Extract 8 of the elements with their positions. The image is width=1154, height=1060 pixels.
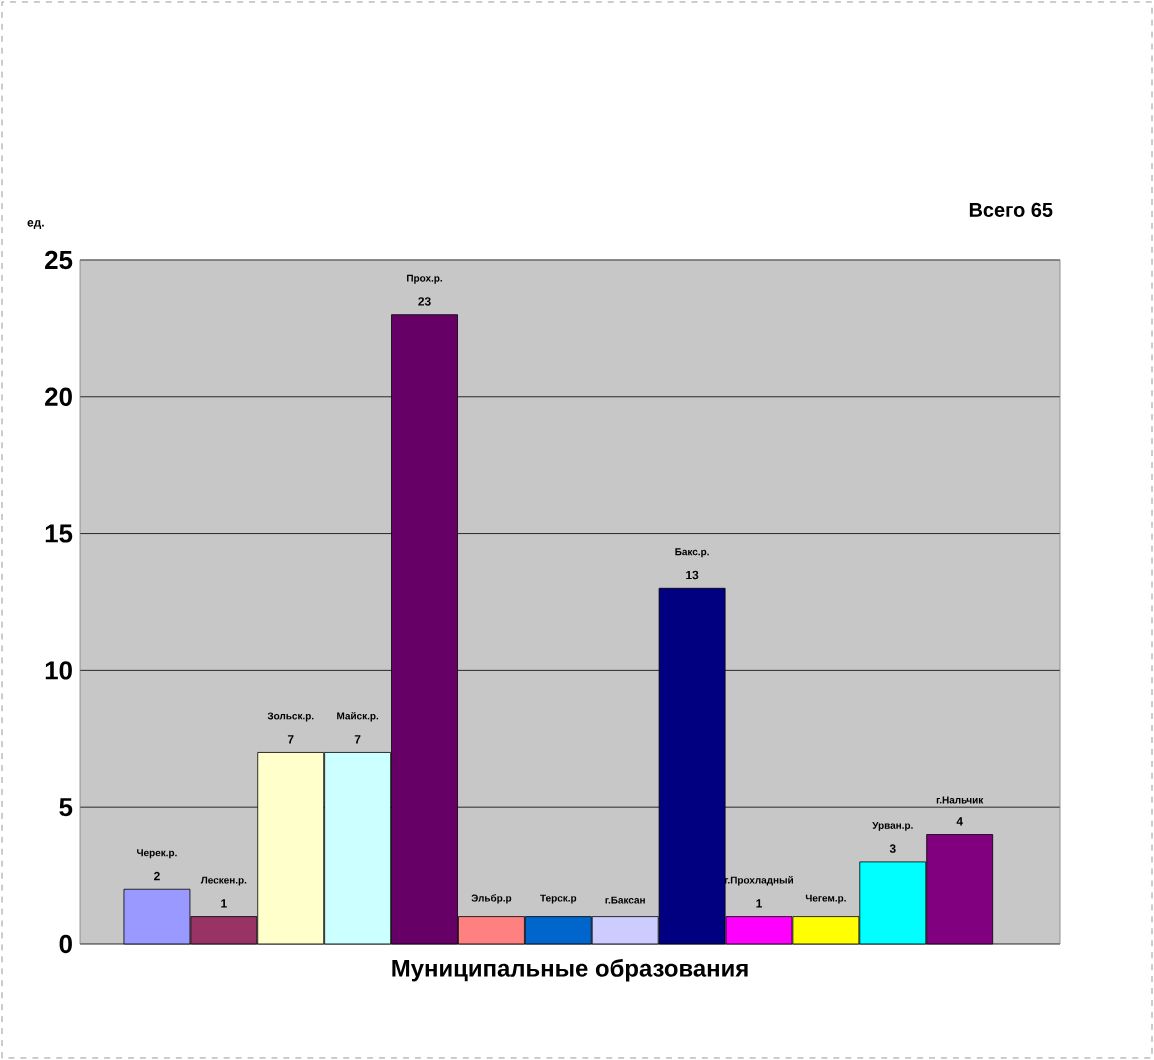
y-tick-label: 10	[45, 661, 72, 680]
y-tick-label: 15	[45, 524, 73, 543]
y-tick-label: 20	[45, 387, 72, 406]
chart-title: Всего 65	[969, 202, 1053, 217]
y-tick-label: 25	[45, 250, 73, 270]
y-tick-label: 0	[59, 934, 72, 954]
x-axis-title: Муниципальные образования	[392, 959, 748, 982]
y-tick-label: 5	[59, 798, 73, 817]
